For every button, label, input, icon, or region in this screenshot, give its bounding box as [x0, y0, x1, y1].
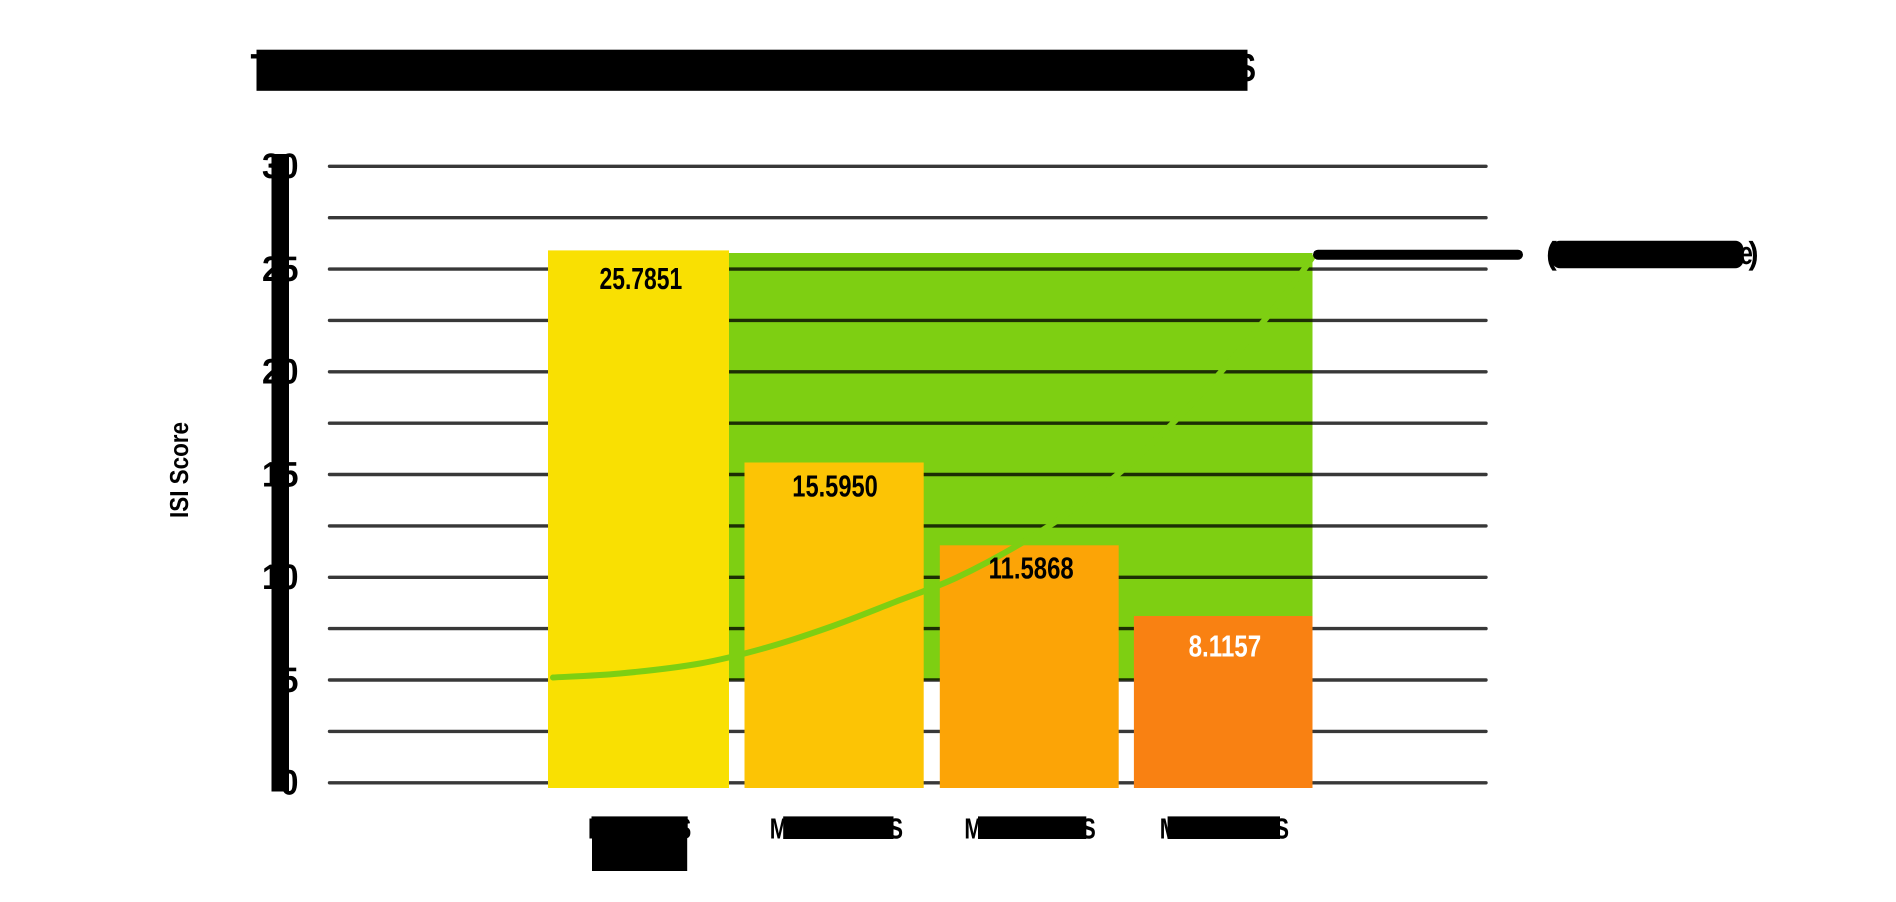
svg-text:ISI Score: ISI Score [164, 422, 194, 518]
svg-text:): ) [1749, 235, 1759, 271]
svg-text:25.7851: 25.7851 [600, 262, 683, 296]
svg-text:11.5868: 11.5868 [989, 552, 1074, 586]
svg-text:15.5950: 15.5950 [792, 470, 878, 504]
svg-text:8.1157: 8.1157 [1189, 630, 1262, 664]
svg-text:(: ( [1546, 235, 1557, 271]
svg-text:M: M [964, 814, 982, 846]
